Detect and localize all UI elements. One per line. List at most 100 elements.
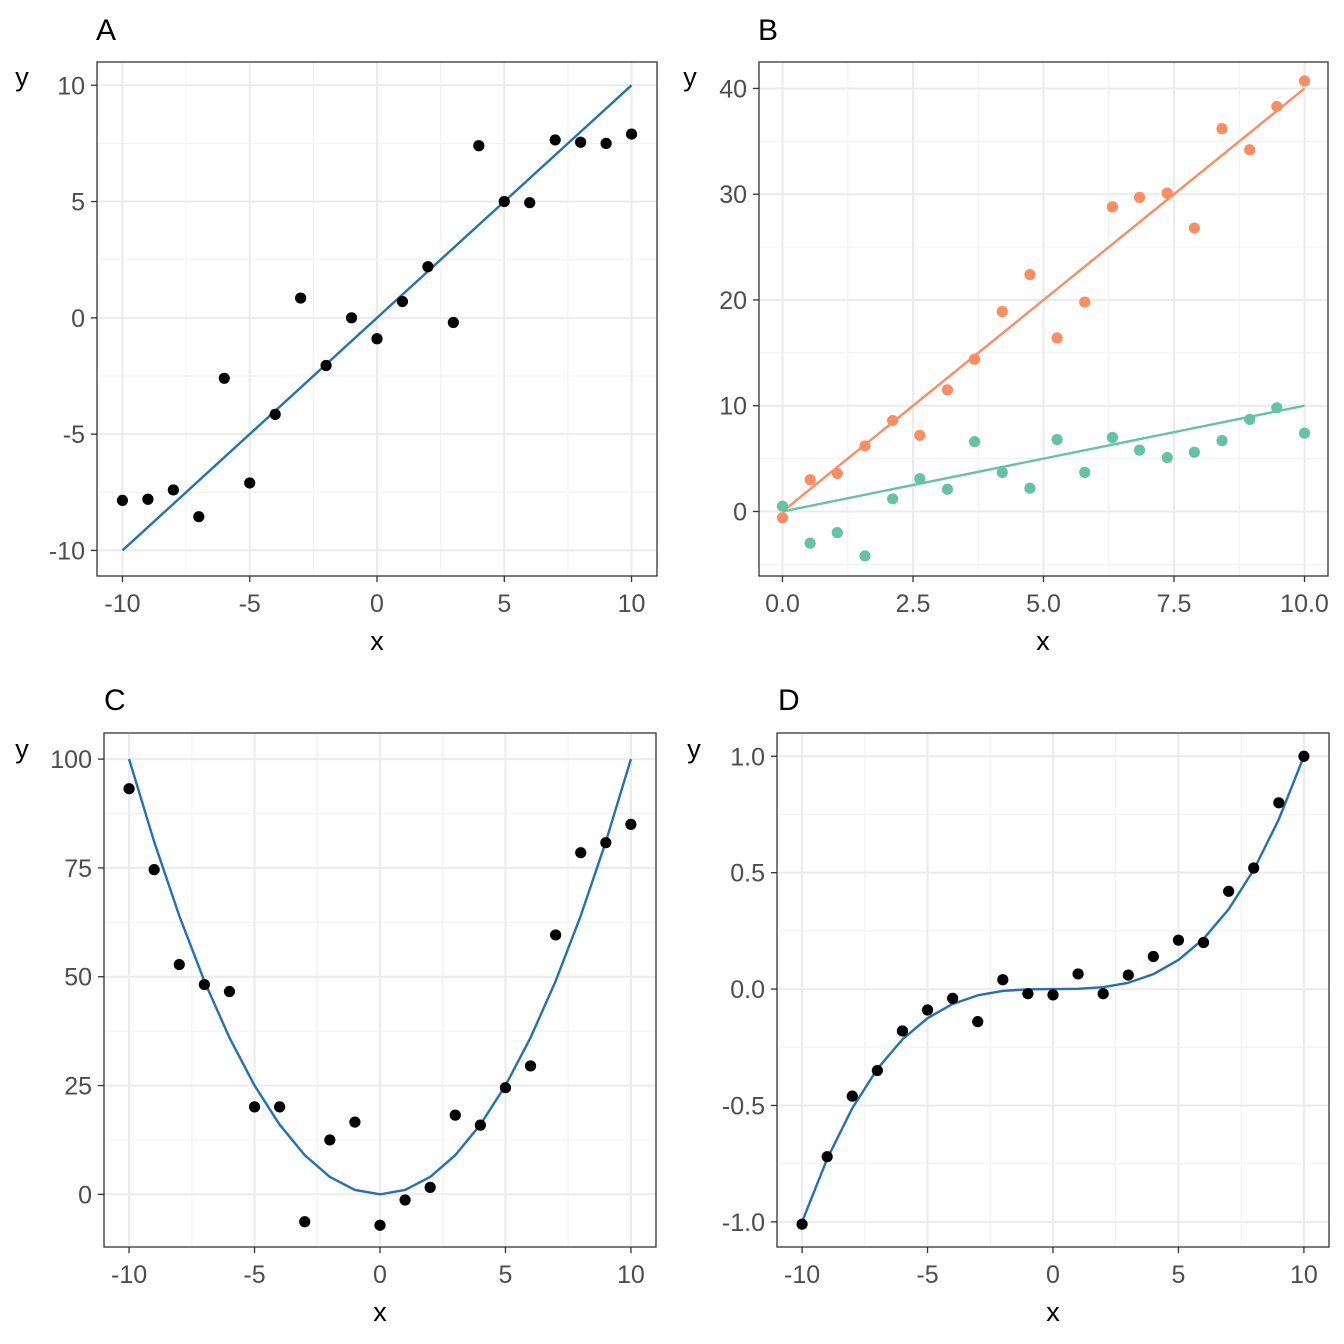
panel-b-data-point [914,473,926,485]
panel-c-tag: C [104,684,126,717]
panel-d-data-point [947,992,959,1004]
panel-a-data-point [116,494,129,507]
panel-d-y-tick-label: 0.0 [730,976,765,1004]
panel-c-data-point [123,783,135,795]
panel-c-y-tick-label: 50 [64,964,92,992]
panel-b-data-point [996,466,1008,478]
panel-c-x-tick-label: -5 [243,1261,265,1289]
panel-b-data-point [1079,466,1091,478]
panel-b-data-point [1024,482,1036,494]
panel-d-data-point [1248,862,1260,874]
panel-a-data-point [625,128,638,140]
panel-b-data-point [776,500,789,512]
panel-a-data-point [218,372,230,384]
panel-a-x-tick-label: -10 [104,590,140,618]
panel-b-data-point [941,384,954,396]
panel-a-data-point [142,493,154,505]
panel-a-data-point [447,316,459,329]
panel-c-data-point [575,847,587,859]
panel-b-y-tick-label: 30 [719,181,747,209]
panel-a-y-tick-label: -10 [49,537,85,565]
panel-d-x-axis-title: x [1046,1297,1060,1327]
panel-a-y-tick-label: 10 [57,72,85,100]
panel-d-tag: D [778,684,800,717]
panel-c-data-point [198,978,210,991]
panel-c-data-point [600,837,612,849]
panel-a-data-point [244,477,256,489]
panel-b-data-point [1133,444,1146,456]
panel-d-data-point [1022,988,1034,1000]
panel-a-data-point [524,197,536,209]
panel-a-data-point [371,333,383,345]
panel-b-data-point [996,305,1008,318]
panel-b-data-point [1188,446,1200,458]
panel-a-x-tick-label: -5 [239,590,261,618]
panel-d-y-axis-title: y [687,734,701,764]
panel-b-data-point [1161,451,1173,464]
panel-c-data-point [449,1109,461,1121]
panel-d-data-point [1097,988,1109,1000]
panel-d-plot-area [776,732,1330,1248]
panel-d-y-tick-label: -0.5 [722,1092,765,1120]
panel-d-x-tick-label: 10 [1290,1261,1318,1289]
panel-a-plot-area [96,61,658,577]
panel-d-series-layer [796,750,1310,1230]
panel-a-y-tick-label: 5 [71,189,85,217]
panel-b-data-point [1271,100,1283,113]
panel-c-series-line-0 [127,758,633,1196]
panel-d-data-point [796,1218,808,1230]
panel-d-x-tick-label: -5 [916,1261,938,1289]
panel-a-data-point [600,137,612,150]
panel-d-axes: -10 -5 0 5 10 -1.0 -0.5 0.0 0.5 1.0 [722,743,1318,1289]
panel-d-data-point [1147,950,1159,963]
panel-c-y-axis-title: y [15,734,29,764]
panel-b-y-tick-label: 0 [733,498,747,526]
panel-a-series-layer [116,84,638,552]
panel-a-data-point [549,134,561,146]
panel-d-data-point [896,1025,909,1037]
panel-d-data-point [921,1004,934,1016]
panel-b-data-point [831,527,843,539]
panel-a-data-point [498,195,510,208]
panel-c-data-point [324,1134,336,1146]
panel-b-data-point [776,512,789,524]
panel-d-x-tick-label: 0 [1046,1261,1060,1289]
panel-a-axes: -10 -5 0 5 10 -10 -5 0 5 10 [49,72,646,618]
panel-b-data-point [1133,191,1146,203]
panel-d-data-point [1047,989,1059,1001]
panel-b-grid [759,62,1328,576]
panel-c-x-tick-label: 0 [373,1261,387,1289]
panel-c-data-point [424,1181,436,1193]
panel-b-data-point [1051,332,1063,344]
panel-d-data-point [821,1151,833,1163]
panel-b-data-point [1161,187,1173,199]
panel-a-data-point [269,408,281,420]
panel-c-y-tick-label: 100 [50,746,92,774]
panel-c-data-point [274,1101,286,1113]
panel-b-x-axis-title: x [1036,626,1050,656]
panel-c-y-tick-label: 75 [64,855,92,883]
panel-b-series-layer [776,75,1311,562]
panel-c-data-point [349,1116,361,1128]
panel-c-data-point [173,958,185,971]
panel-c-x-tick-label: 10 [617,1261,645,1289]
panel-b-data-point [859,550,871,562]
panel-b-data-point [1298,427,1311,439]
panel-a-data-point [575,136,587,148]
panel-b-data-point [1188,222,1200,234]
panel-a-data-point [473,140,485,152]
panel-b-data-point [968,353,981,365]
panel-a-x-tick-label: 0 [370,590,384,618]
panel-b-x-tick-label: 7.5 [1157,590,1192,618]
panel-b-data-point [804,474,816,486]
panel-a-data-point [396,295,409,308]
panel-d-data-point [1298,750,1310,762]
panel-a-data-point [167,484,179,496]
panel-c-data-point [399,1194,411,1206]
panel-d-x-tick-label: -10 [784,1261,820,1289]
panel-c-plot-area [103,732,657,1248]
panel-b-data-point [887,414,899,427]
panel-b-y-axis-title: y [683,62,697,92]
